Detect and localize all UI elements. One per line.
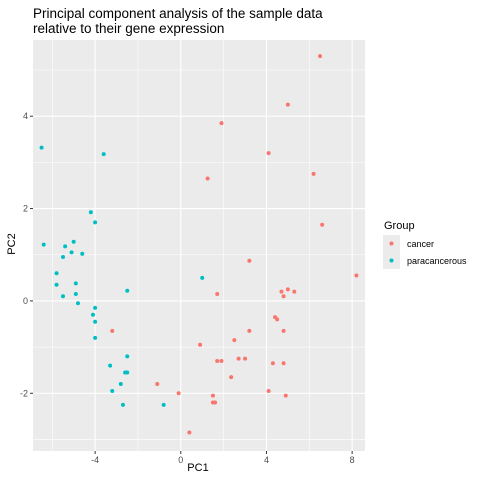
point-cancer (247, 328, 252, 333)
point-paracancerous (90, 312, 95, 317)
x-tick-label: -4 (91, 455, 99, 465)
point-paracancerous (110, 388, 115, 393)
point-cancer (176, 391, 181, 396)
point-cancer (270, 361, 275, 366)
point-cancer (219, 121, 224, 126)
point-paracancerous (73, 281, 78, 286)
point-paracancerous (60, 294, 65, 299)
chart-title-line-2: relative to their gene expression (33, 21, 224, 36)
legend: Group cancer paracancerous (383, 220, 467, 269)
point-paracancerous (93, 305, 98, 310)
point-cancer (292, 289, 297, 294)
y-axis-label: PC2 (6, 233, 18, 254)
point-paracancerous (60, 255, 65, 260)
point-paracancerous (88, 210, 93, 215)
point-cancer (215, 291, 220, 296)
point-cancer (205, 176, 210, 181)
x-tick-label: 8 (350, 455, 355, 465)
point-paracancerous (118, 382, 123, 387)
point-cancer (219, 358, 224, 363)
y-tick-label: 2 (23, 204, 28, 214)
x-axis-label: PC1 (187, 462, 208, 474)
point-cancer (110, 328, 115, 333)
point-paracancerous (161, 402, 166, 407)
point-cancer (215, 358, 220, 363)
point-cancer (236, 356, 241, 361)
y-tick-label: 0 (23, 296, 28, 306)
point-cancer (354, 273, 359, 278)
point-cancer (285, 287, 290, 292)
point-cancer (243, 356, 248, 361)
point-paracancerous (63, 244, 68, 249)
point-cancer (210, 393, 215, 398)
point-cancer (281, 294, 286, 299)
point-paracancerous (108, 363, 113, 368)
point-cancer (283, 393, 288, 398)
panel-background (33, 40, 365, 451)
legend-item-paracancerous: paracancerous (383, 252, 467, 269)
point-paracancerous (125, 288, 130, 293)
legend-marker-paracancerous (389, 258, 394, 263)
point-cancer (229, 375, 234, 380)
point-cancer (247, 258, 252, 263)
point-cancer (232, 338, 237, 343)
y-tick-label: 4 (23, 111, 28, 121)
plot-panel (33, 40, 365, 451)
x-tick-label: 0 (178, 455, 183, 465)
point-cancer (281, 361, 286, 366)
point-paracancerous (120, 402, 125, 407)
point-cancer (311, 171, 316, 176)
point-paracancerous (69, 250, 74, 255)
point-cancer (198, 342, 203, 347)
point-cancer (266, 388, 271, 393)
point-paracancerous (93, 220, 98, 225)
x-axis-ticks: -4 0 4 8 (91, 451, 355, 465)
point-paracancerous (200, 275, 205, 280)
point-cancer (320, 222, 325, 227)
point-cancer (275, 317, 280, 322)
data-points (39, 54, 359, 435)
legend-marker-cancer (389, 241, 394, 246)
legend-title: Group (384, 220, 415, 232)
point-cancer (155, 382, 160, 387)
point-cancer (285, 102, 290, 107)
point-cancer (210, 400, 215, 405)
point-paracancerous (101, 152, 106, 157)
y-tick-label: -2 (20, 388, 28, 398)
legend-label-cancer: cancer (407, 239, 434, 249)
point-cancer (187, 430, 192, 435)
point-paracancerous (41, 242, 46, 247)
x-tick-label: 4 (264, 455, 269, 465)
point-cancer (318, 54, 323, 59)
y-axis-ticks: -2 0 2 4 (20, 111, 33, 398)
point-paracancerous (125, 354, 130, 359)
chart-title-line-1: Principal component analysis of the samp… (33, 6, 323, 21)
point-paracancerous (93, 335, 98, 340)
point-paracancerous (73, 291, 78, 296)
point-paracancerous (93, 319, 98, 324)
point-paracancerous (54, 282, 59, 287)
point-cancer (266, 151, 271, 156)
point-paracancerous (80, 251, 85, 256)
point-cancer (281, 328, 286, 333)
point-paracancerous (71, 239, 76, 244)
point-cancer (279, 289, 284, 294)
point-paracancerous (54, 271, 59, 276)
point-paracancerous (39, 145, 44, 150)
legend-label-paracancerous: paracancerous (407, 256, 467, 266)
legend-item-cancer: cancer (383, 235, 434, 252)
point-paracancerous (125, 370, 130, 375)
point-paracancerous (75, 301, 80, 306)
